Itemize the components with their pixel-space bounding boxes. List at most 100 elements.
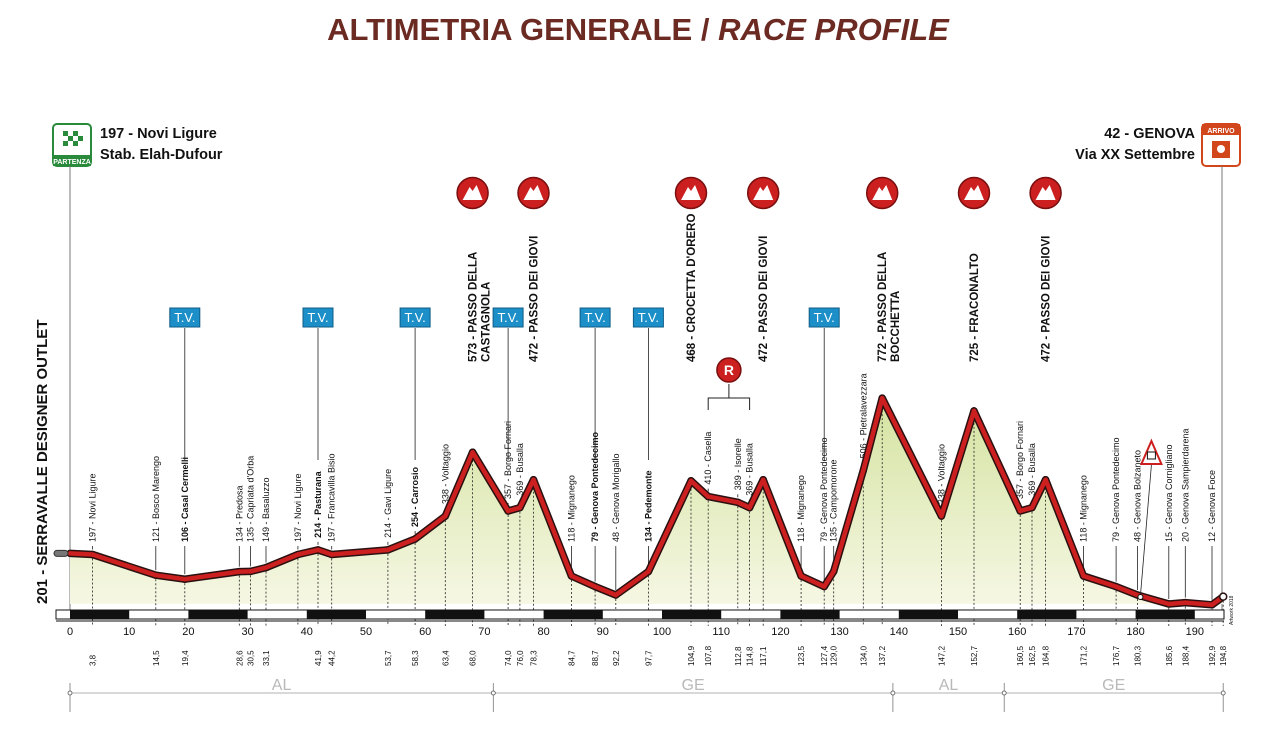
profile-line-segment <box>1029 477 1048 510</box>
km-distance-label: 104,9 <box>687 645 696 666</box>
km-distance-label: 84,7 <box>567 650 576 666</box>
mountain-shape <box>1035 185 1056 200</box>
x-tick-label: 80 <box>537 626 549 638</box>
title-main: ALTIMETRIA GENERALE / <box>327 12 719 47</box>
profile-point-label: 197 - Francavilla Bisio <box>327 453 337 542</box>
profile-point-label: 410 - Casella <box>703 432 713 485</box>
profile-line-segment <box>1043 477 1086 579</box>
profile-point-label: 369 - Busalla <box>1027 443 1037 496</box>
km-distance-label: 30,5 <box>247 650 256 666</box>
x-axis-segment <box>1017 610 1077 619</box>
profile-point-label: 15 - Genova Cornigliano <box>1164 444 1174 542</box>
km-distance-label: 58,3 <box>411 650 420 666</box>
x-tick-label: 160 <box>1008 626 1026 638</box>
climb-name: 573 - PASSO DELLA <box>468 252 480 362</box>
profile-point-label: 118 - Mignanego <box>566 475 576 542</box>
profile-line-segment <box>315 547 334 557</box>
x-axis-segment <box>425 610 485 619</box>
km-distance-label: 76,0 <box>516 650 525 666</box>
finish-line1: 42 - GENOVA <box>1104 126 1195 142</box>
tv-label: T.V. <box>584 310 605 325</box>
region-label: GE <box>682 677 705 694</box>
profile-line-segment <box>569 573 598 589</box>
x-tick-label: 90 <box>597 626 609 638</box>
km-distance-label: 123,5 <box>797 645 806 666</box>
profile-point-label: 389 - Isorelle <box>733 438 743 490</box>
x-tick-label: 120 <box>771 626 789 638</box>
km-distance-label: 19,4 <box>181 650 190 666</box>
profile-point-label: 214 - Pasturana <box>313 470 323 538</box>
tv-label: T.V. <box>307 310 328 325</box>
climb-marker <box>865 176 899 210</box>
km-distance-label: 160,5 <box>1016 645 1025 666</box>
x-axis-segment <box>780 610 840 619</box>
profile-point-label: 118 - Mignanego <box>796 475 806 542</box>
km-distance-label: 171,2 <box>1080 645 1089 666</box>
km-distance-label: 137,2 <box>878 645 887 666</box>
tv-box-icon <box>302 307 334 328</box>
finish-line2: Via XX Settembre <box>1075 147 1195 163</box>
climb-marker <box>746 176 780 210</box>
km-distance-label: 41,9 <box>314 650 323 666</box>
km-distance-label: 188,4 <box>1181 645 1190 666</box>
profile-line-segment <box>861 395 885 473</box>
climb-name: CASTAGNOLA <box>481 282 493 362</box>
x-tick-label: 60 <box>419 626 431 638</box>
tv-box-icon <box>399 307 431 328</box>
km-distance-label: 194,8 <box>1219 645 1228 666</box>
profile-line-segment <box>295 547 321 557</box>
profile-point-label: 214 - Gavi Ligure <box>383 469 393 538</box>
feed-zone-label: R <box>724 362 734 378</box>
region-boundary-dot <box>67 690 73 696</box>
km-distance-label: 164,8 <box>1042 645 1051 666</box>
level-crossing-gate <box>1146 451 1156 460</box>
artwork-credit: Artwork 2018 <box>1229 595 1235 625</box>
x-tick-label: 30 <box>241 626 253 638</box>
climb-name: 472 - PASSO DEI GIOVI <box>758 236 770 362</box>
profile-line-segment <box>90 552 159 578</box>
mountain-shape <box>462 185 483 200</box>
x-axis-segment <box>188 610 248 619</box>
feed-zone-icon <box>716 357 742 383</box>
level-crossing-leader <box>1140 464 1152 597</box>
profile-point-label: 254 - Carrosio <box>410 466 420 527</box>
profile-line-segment <box>971 408 1023 514</box>
profile-point-label: 48 - Genova Morigallo <box>611 453 621 542</box>
mountain-shape <box>523 185 544 200</box>
x-tick-label: 190 <box>1186 626 1204 638</box>
km-distance-label: 152,7 <box>970 645 979 666</box>
profile-point-label: 48 - Genova Bolzaneto <box>1132 450 1142 542</box>
climb-name: 472 - PASSO DEI GIOVI <box>1041 236 1053 362</box>
x-axis-segment <box>898 610 958 619</box>
region-label: GE <box>1102 677 1125 694</box>
x-tick-label: 140 <box>890 626 908 638</box>
profile-line-segment <box>798 573 827 589</box>
start-badge-text: PARTENZA <box>53 159 91 166</box>
km-distance-label: 162,5 <box>1028 645 1037 666</box>
tv-label: T.V. <box>174 310 195 325</box>
page-title: ALTIMETRIA GENERALE / RACE PROFILE <box>0 12 1276 48</box>
profile-line-segment <box>879 395 944 519</box>
tv-box-icon <box>808 307 840 328</box>
km-distance-label: 134,0 <box>859 645 868 666</box>
km-distance-label: 53,7 <box>384 650 393 666</box>
profile-point-label: 197 - Novi Ligure <box>293 473 303 542</box>
feed-zone-bracket <box>707 397 751 410</box>
x-tick-label: 0 <box>67 626 73 638</box>
profile-point-label: 369 - Busalla <box>745 443 755 496</box>
climb-marker <box>957 176 991 210</box>
km-distance-label: 117,1 <box>759 646 768 666</box>
km-distance-label: 74,0 <box>504 650 513 666</box>
profile-line-segment <box>688 478 711 499</box>
climb-marker <box>456 176 489 210</box>
profile-line-segment <box>263 552 301 570</box>
x-tick-label: 110 <box>712 626 730 638</box>
profile-line-segment <box>470 449 511 514</box>
km-distance-label: 44,2 <box>328 650 337 666</box>
km-distance-label: 28,6 <box>235 650 244 666</box>
region-boundary-dot <box>890 690 896 696</box>
profile-point-label: 79 - Genova Pontedecimo <box>1111 437 1121 542</box>
x-tick-label: 180 <box>1126 626 1144 638</box>
x-tick-label: 40 <box>301 626 313 638</box>
climb-name: BOCCHETTA <box>890 291 902 362</box>
